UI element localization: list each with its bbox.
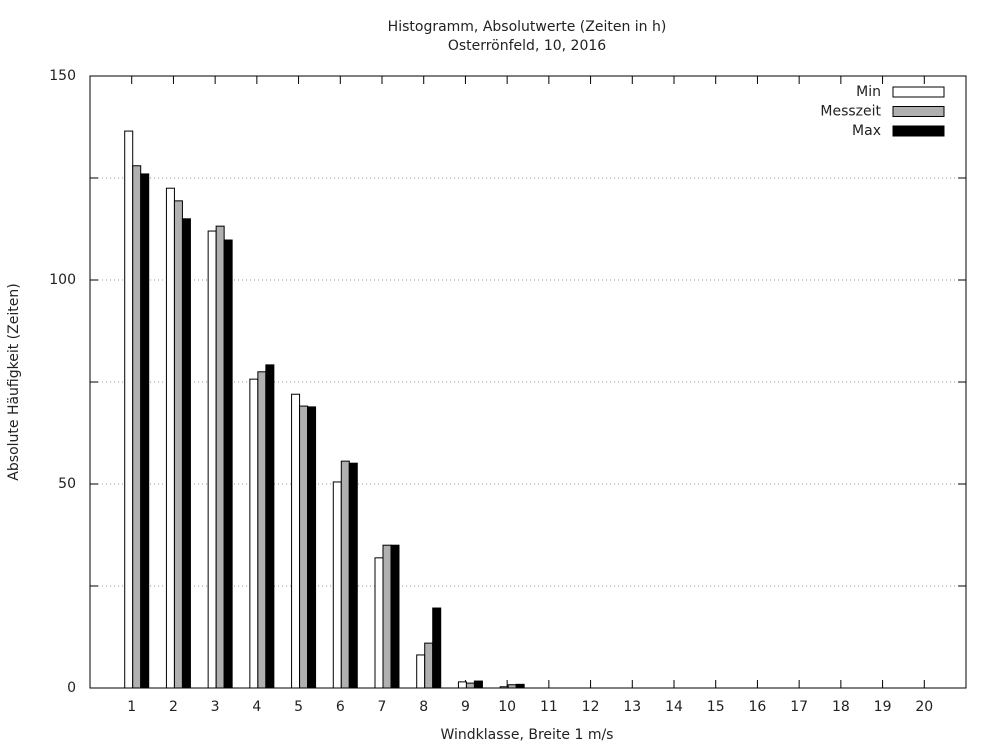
bar	[140, 173, 150, 689]
x-tick-label: 4	[252, 699, 261, 715]
y-tick-label: 150	[49, 68, 76, 84]
bar	[416, 654, 426, 689]
bar	[291, 393, 301, 689]
bar	[340, 460, 350, 689]
bar	[465, 682, 475, 689]
bar	[307, 406, 317, 689]
y-tick-label: 100	[49, 272, 76, 288]
bar	[374, 557, 384, 689]
bar	[165, 187, 175, 689]
bar	[257, 371, 267, 689]
legend-label: Messzeit	[820, 104, 881, 120]
x-tick-label: 16	[749, 699, 767, 715]
bar	[249, 378, 259, 689]
bar	[432, 607, 442, 689]
legend-swatch	[892, 86, 945, 98]
bar	[124, 130, 134, 689]
x-tick-label: 3	[211, 699, 220, 715]
y-axis-label: Absolute Häufigkeit (Zeiten)	[6, 283, 22, 480]
legend-swatch	[892, 125, 945, 137]
x-tick-label: 8	[419, 699, 428, 715]
bar	[348, 462, 358, 689]
x-tick-label: 9	[461, 699, 470, 715]
bar	[207, 230, 217, 689]
plot-frame	[89, 75, 967, 689]
x-tick-label: 20	[915, 699, 933, 715]
x-tick-label: 6	[336, 699, 345, 715]
x-tick-label: 10	[498, 699, 516, 715]
bar	[215, 225, 225, 689]
chart-subtitle: Osterrönfeld, 10, 2016	[448, 38, 606, 54]
bar	[173, 200, 183, 689]
x-tick-label: 18	[832, 699, 850, 715]
x-tick-label: 1	[127, 699, 136, 715]
y-tick-label: 0	[67, 680, 76, 696]
legend-label: Min	[856, 84, 881, 100]
chart-title: Histogramm, Absolutwerte (Zeiten in h)	[388, 19, 667, 35]
bar	[424, 642, 434, 689]
x-tick-label: 5	[294, 699, 303, 715]
x-tick-label: 12	[582, 699, 600, 715]
legend-label: Max	[852, 123, 881, 139]
bar	[457, 681, 467, 689]
bar	[382, 544, 392, 689]
x-tick-label: 7	[378, 699, 387, 715]
y-tick-label: 50	[58, 476, 76, 492]
bar	[332, 481, 342, 689]
bar	[181, 218, 191, 689]
bar	[223, 239, 233, 689]
x-tick-label: 19	[874, 699, 892, 715]
x-tick-label: 2	[169, 699, 178, 715]
bar	[299, 405, 309, 689]
bar	[515, 683, 525, 689]
x-tick-label: 11	[540, 699, 558, 715]
bar	[390, 544, 400, 689]
bar	[473, 680, 483, 689]
x-tick-label: 13	[623, 699, 641, 715]
bar	[265, 364, 275, 689]
legend-swatch	[892, 106, 945, 117]
x-tick-label: 14	[665, 699, 683, 715]
x-tick-label: 15	[707, 699, 725, 715]
bar	[132, 165, 142, 689]
x-tick-label: 17	[790, 699, 808, 715]
x-axis-label: Windklasse, Breite 1 m/s	[441, 727, 614, 743]
